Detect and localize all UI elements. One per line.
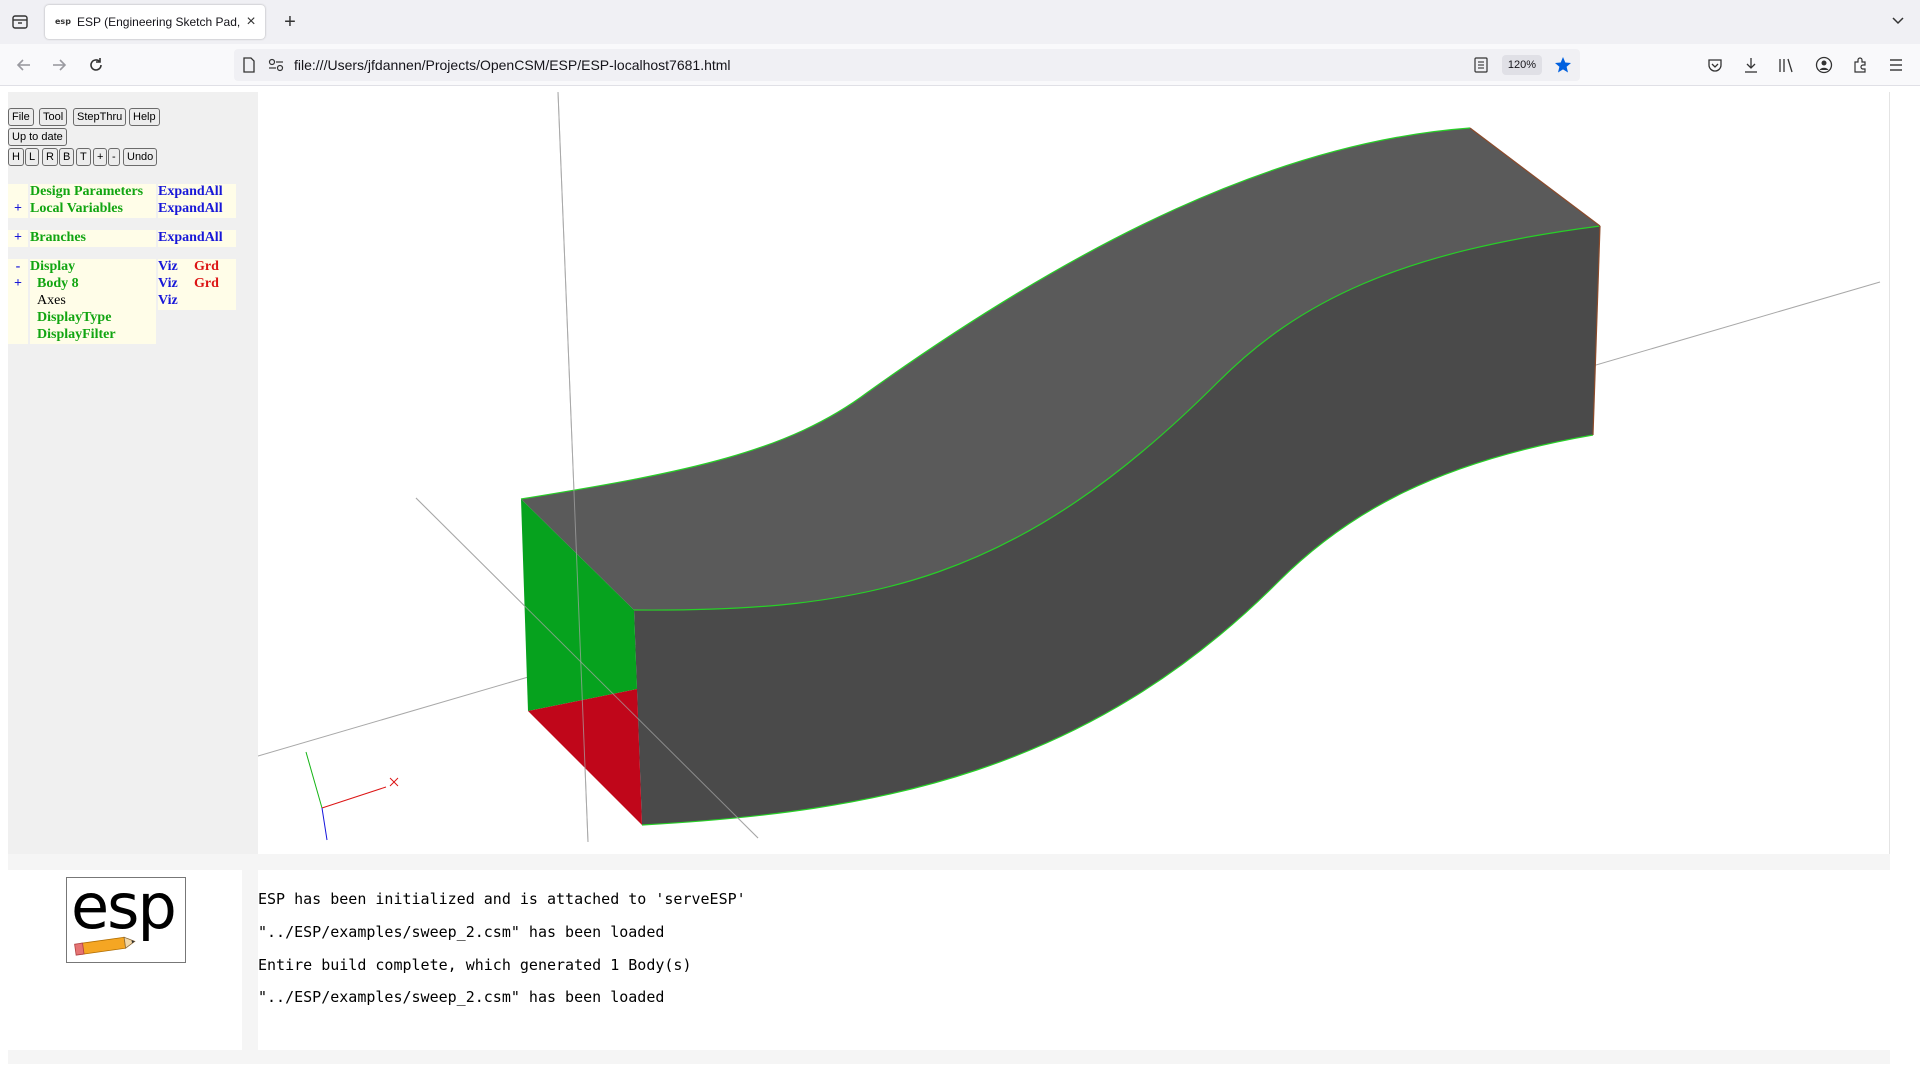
url-text[interactable]: file:///Users/jfdannen/Projects/OpenCSM/… bbox=[294, 57, 731, 73]
pencil-icon bbox=[74, 936, 136, 956]
tree-row-axes: Axes Viz bbox=[8, 293, 236, 310]
tree-label[interactable]: Design Parameters bbox=[30, 184, 156, 201]
tree-toggle bbox=[8, 327, 28, 344]
undo-button[interactable]: Undo bbox=[123, 148, 158, 166]
tree-toggle[interactable] bbox=[8, 184, 28, 201]
viz-toggle[interactable]: Viz bbox=[158, 276, 194, 293]
tree-toggle bbox=[8, 293, 28, 310]
tool-button[interactable]: Tool bbox=[39, 108, 68, 126]
tree-label[interactable]: Local Variables bbox=[30, 201, 156, 218]
tab-bar: esp ESP (Engineering Sketch Pad, V × + bbox=[0, 0, 1920, 44]
hamburger-menu-icon[interactable] bbox=[1885, 54, 1907, 76]
expand-all-link[interactable]: ExpandAll bbox=[158, 184, 236, 201]
grd-toggle[interactable]: Grd bbox=[194, 276, 236, 293]
back-arrow-icon[interactable] bbox=[13, 54, 35, 76]
message-panel: ESP has been initialized and is attached… bbox=[258, 870, 1890, 1050]
chevron-down-icon[interactable] bbox=[1890, 12, 1910, 32]
navigation-bar: file:///Users/jfdannen/Projects/OpenCSM/… bbox=[0, 44, 1920, 86]
extensions-icon[interactable] bbox=[1849, 54, 1871, 76]
forward-arrow-icon[interactable] bbox=[48, 54, 70, 76]
tree-toggle[interactable]: - bbox=[8, 259, 28, 276]
tree-row-branches: + Branches ExpandAll bbox=[8, 230, 236, 247]
reader-view-icon[interactable] bbox=[1474, 57, 1488, 78]
model-canvas[interactable] bbox=[258, 92, 1890, 854]
zoom-in-button[interactable]: + bbox=[93, 148, 108, 166]
tree-toggle bbox=[8, 310, 28, 327]
esp-logo: esp bbox=[66, 870, 186, 963]
library-icon[interactable] bbox=[1776, 54, 1798, 76]
url-bar[interactable]: file:///Users/jfdannen/Projects/OpenCSM/… bbox=[234, 49, 1580, 81]
tree-row-local-variables: + Local Variables ExpandAll bbox=[8, 201, 236, 218]
expand-all-link[interactable]: ExpandAll bbox=[158, 201, 236, 218]
panel-divider bbox=[8, 1050, 1890, 1064]
tree-label[interactable]: Display bbox=[30, 259, 156, 276]
panel-divider bbox=[8, 854, 1890, 870]
viz-toggle[interactable]: Viz bbox=[158, 259, 194, 276]
grd-toggle[interactable]: Grd bbox=[194, 259, 236, 276]
permissions-icon[interactable] bbox=[268, 58, 284, 77]
expand-all-link[interactable]: ExpandAll bbox=[158, 230, 236, 247]
tree-toggle[interactable]: + bbox=[8, 230, 28, 247]
solid-edge bbox=[1592, 225, 1601, 436]
view-left-button[interactable]: L bbox=[25, 148, 40, 166]
esp-favicon-icon: esp bbox=[55, 17, 71, 26]
tree-toggle[interactable]: + bbox=[8, 201, 28, 218]
tree-toggle[interactable]: + bbox=[8, 276, 28, 293]
browser-tab[interactable]: esp ESP (Engineering Sketch Pad, V × bbox=[45, 5, 265, 39]
tab-title: ESP (Engineering Sketch Pad, V bbox=[77, 15, 243, 29]
view-right-button[interactable]: R bbox=[42, 148, 58, 166]
tree-label[interactable]: Body 8 bbox=[30, 276, 156, 293]
tree-row-display: - Display Viz Grd bbox=[8, 259, 236, 276]
help-button[interactable]: Help bbox=[129, 108, 160, 126]
reload-icon[interactable] bbox=[85, 54, 107, 76]
tree-label[interactable]: Branches bbox=[30, 230, 156, 247]
orientation-triad bbox=[305, 751, 399, 841]
solid-side-face[interactable] bbox=[634, 226, 1600, 825]
file-button[interactable]: File bbox=[8, 108, 34, 126]
new-tab-icon[interactable]: + bbox=[284, 11, 296, 33]
logo-panel: esp bbox=[8, 870, 242, 1050]
tree-label[interactable]: DisplayType bbox=[30, 310, 156, 327]
tree-row-body-8: + Body 8 Viz Grd bbox=[8, 276, 236, 293]
esp-logo-text: esp bbox=[71, 870, 177, 943]
solid-edge bbox=[520, 127, 1471, 500]
message-line: "../ESP/examples/sweep_2.csm" has been l… bbox=[258, 923, 665, 941]
graphics-viewport[interactable] bbox=[258, 92, 1890, 854]
tab-list-icon[interactable] bbox=[10, 12, 30, 32]
tree-row-display-type: DisplayType bbox=[8, 310, 236, 327]
solid-top-face[interactable] bbox=[521, 128, 1600, 611]
zoom-out-button[interactable]: - bbox=[108, 148, 120, 166]
view-bottom-button[interactable]: B bbox=[59, 148, 75, 166]
bookmark-star-icon[interactable] bbox=[1554, 56, 1572, 79]
axis-line-overlay bbox=[415, 497, 759, 839]
viz-toggle[interactable]: Viz bbox=[158, 293, 236, 310]
pocket-icon[interactable] bbox=[1704, 54, 1726, 76]
build-status-button[interactable]: Up to date bbox=[8, 128, 67, 146]
message-line: Entire build complete, which generated 1… bbox=[258, 956, 692, 974]
tab-close-icon[interactable]: × bbox=[246, 13, 256, 30]
solid-edge bbox=[641, 434, 1594, 826]
solid-edge bbox=[633, 225, 1601, 611]
message-line: ESP has been initialized and is attached… bbox=[258, 890, 746, 908]
download-icon[interactable] bbox=[1740, 54, 1762, 76]
message-line: "../ESP/examples/sweep_2.csm" has been l… bbox=[258, 988, 665, 1006]
tree-panel: File Tool StepThru Help Up to date H L R… bbox=[8, 92, 258, 854]
zoom-level-badge[interactable]: 120% bbox=[1502, 55, 1542, 75]
solid-edge bbox=[1469, 127, 1601, 227]
tree-label[interactable]: DisplayFilter bbox=[30, 327, 156, 344]
tree-label[interactable]: Axes bbox=[30, 293, 156, 310]
tree-row-design-parameters: Design Parameters ExpandAll bbox=[8, 184, 236, 201]
view-top-button[interactable]: T bbox=[76, 148, 91, 166]
page-icon bbox=[242, 57, 256, 78]
tree-row-display-filter: DisplayFilter bbox=[8, 327, 236, 344]
axis-line-overlay bbox=[557, 92, 589, 843]
view-home-button[interactable]: H bbox=[8, 148, 24, 166]
stepthru-button[interactable]: StepThru bbox=[73, 108, 127, 126]
account-icon[interactable] bbox=[1813, 54, 1835, 76]
